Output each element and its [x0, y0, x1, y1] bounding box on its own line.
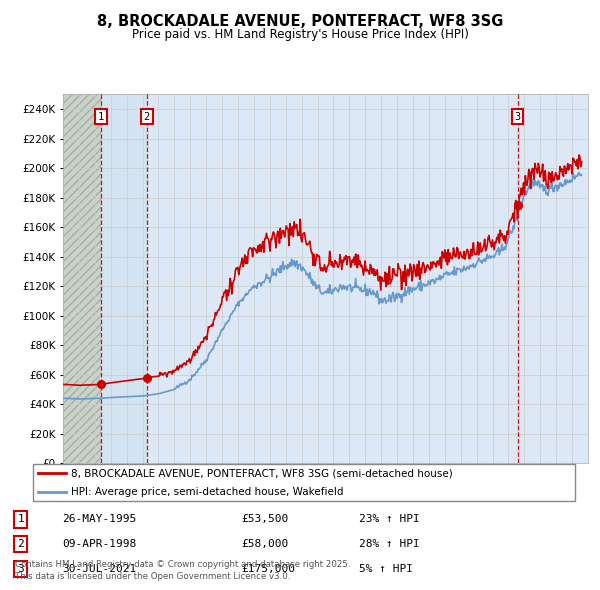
Text: HPI: Average price, semi-detached house, Wakefield: HPI: Average price, semi-detached house,…: [71, 487, 344, 497]
Text: £53,500: £53,500: [241, 514, 289, 525]
Text: 2: 2: [17, 539, 24, 549]
Text: 1: 1: [98, 112, 104, 122]
Text: 28% ↑ HPI: 28% ↑ HPI: [359, 539, 419, 549]
Text: 8, BROCKADALE AVENUE, PONTEFRACT, WF8 3SG (semi-detached house): 8, BROCKADALE AVENUE, PONTEFRACT, WF8 3S…: [71, 468, 453, 478]
Text: 8, BROCKADALE AVENUE, PONTEFRACT, WF8 3SG: 8, BROCKADALE AVENUE, PONTEFRACT, WF8 3S…: [97, 14, 503, 30]
Bar: [63, 94, 101, 463]
Text: £58,000: £58,000: [241, 539, 289, 549]
Text: 5% ↑ HPI: 5% ↑ HPI: [359, 564, 413, 574]
Text: 1: 1: [17, 514, 24, 525]
Text: 3: 3: [515, 112, 521, 122]
Bar: [101, 94, 147, 463]
Text: 26-MAY-1995: 26-MAY-1995: [62, 514, 136, 525]
Text: Contains HM Land Registry data © Crown copyright and database right 2025.
This d: Contains HM Land Registry data © Crown c…: [15, 560, 350, 581]
Text: 09-APR-1998: 09-APR-1998: [62, 539, 136, 549]
Text: Price paid vs. HM Land Registry's House Price Index (HPI): Price paid vs. HM Land Registry's House …: [131, 28, 469, 41]
Text: 30-JUL-2021: 30-JUL-2021: [62, 564, 136, 574]
Text: 3: 3: [17, 564, 24, 574]
FancyBboxPatch shape: [33, 464, 575, 501]
Text: 2: 2: [144, 112, 150, 122]
Text: 23% ↑ HPI: 23% ↑ HPI: [359, 514, 419, 525]
Text: £175,000: £175,000: [241, 564, 295, 574]
